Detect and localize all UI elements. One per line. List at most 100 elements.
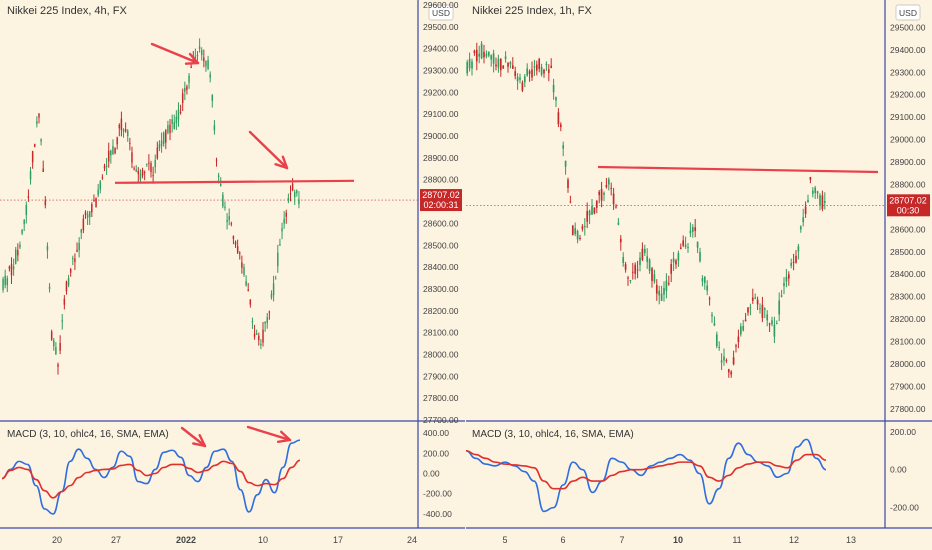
candle-body	[809, 176, 812, 180]
currency-badge[interactable]: USD	[428, 4, 454, 21]
candle-body	[653, 274, 656, 282]
price-tick-label: 29600.00	[423, 0, 459, 10]
candle-body	[63, 298, 66, 305]
candle-body	[490, 55, 493, 60]
candle-body	[742, 326, 745, 331]
chart-pane-4h: Nikkei 225 Index, 4h, FX USD MACD (3, 10…	[0, 0, 465, 545]
candle-body	[258, 335, 260, 341]
candle-body	[162, 132, 165, 144]
chart-title: Nikkei 225 Index, 1h, FX	[472, 5, 593, 17]
macd-tick-label: -200.00	[890, 503, 919, 513]
candle-body	[196, 55, 199, 57]
arrow-head	[184, 52, 200, 65]
currency-badge-label: USD	[899, 8, 917, 18]
price-tick-label: 28800.00	[423, 175, 459, 185]
candle-body	[154, 160, 156, 168]
macd-tick-label: -400.00	[423, 509, 452, 519]
annotations	[597, 165, 879, 174]
candle-body	[48, 286, 51, 289]
candle-body	[287, 197, 290, 201]
candle-body	[521, 82, 524, 91]
candle-body	[234, 241, 237, 245]
candle-body	[36, 121, 38, 124]
candle-body	[200, 50, 203, 55]
candle-body	[720, 360, 723, 363]
candle-body	[519, 77, 521, 80]
macd-indicator	[465, 438, 827, 513]
candle-body	[150, 163, 152, 173]
candle-body	[296, 190, 298, 194]
candle-body	[727, 369, 730, 373]
candle-body	[99, 181, 102, 190]
candle-body	[133, 168, 135, 170]
candle-body	[567, 179, 569, 189]
candle-body	[555, 97, 557, 101]
price-tick-label: 28200.00	[890, 314, 926, 324]
candle-body	[617, 222, 620, 225]
candle-body	[175, 116, 178, 124]
candle-body	[116, 137, 118, 145]
candle-body	[670, 263, 673, 274]
candle-body	[600, 188, 603, 201]
candle-body	[69, 268, 72, 273]
candle-body	[591, 206, 593, 215]
candle-body	[211, 95, 214, 101]
axis-ticks: 29600.00 29500.00 29400.00 29300.00 29200.00…	[52, 0, 459, 545]
candle-body	[44, 200, 47, 206]
candle-body	[691, 227, 694, 233]
last-price-value: 28707.02	[422, 190, 460, 200]
candle-body	[17, 250, 19, 256]
candle-body	[533, 66, 536, 68]
candle-body	[547, 69, 550, 74]
currency-badge[interactable]: USD	[895, 4, 921, 21]
candle-body	[107, 150, 110, 162]
candle-body	[194, 56, 197, 59]
candle-body	[651, 268, 653, 281]
candle-body	[27, 196, 30, 198]
candle-body	[675, 260, 677, 265]
time-tick-label: 12	[789, 535, 799, 545]
candle-body	[260, 343, 262, 345]
candle-body	[198, 46, 201, 49]
candle-body	[535, 64, 538, 71]
candle-body	[581, 226, 584, 229]
candle-body	[667, 283, 670, 285]
candle-body	[19, 244, 21, 248]
candle-body	[699, 251, 701, 262]
price-tick-label: 29100.00	[890, 112, 926, 122]
candle-body	[795, 255, 797, 263]
candle-body	[639, 257, 641, 265]
candle-body	[143, 172, 146, 174]
candle-body	[122, 129, 125, 132]
candle-body	[629, 280, 632, 282]
candle-body	[88, 211, 91, 218]
time-tick-label: 2022	[176, 535, 196, 545]
macd-line	[465, 438, 827, 513]
candle-body	[487, 51, 490, 56]
time-tick-label: 5	[502, 535, 507, 545]
time-tick-label: 11	[732, 535, 741, 545]
candle-body	[730, 371, 733, 375]
candle-body	[82, 218, 85, 231]
candle-body	[21, 229, 23, 234]
candle-body	[634, 264, 637, 274]
candle-body	[747, 307, 749, 313]
last-price-countdown: 00:30	[897, 205, 920, 215]
candle-body	[91, 204, 93, 213]
price-tick-label: 28000.00	[890, 359, 926, 369]
candle-body	[283, 218, 285, 224]
candle-body	[171, 119, 173, 124]
candle-body	[217, 175, 220, 178]
candle-body	[737, 336, 740, 343]
candle-body	[173, 122, 175, 130]
candlesticks	[466, 41, 826, 378]
candle-body	[483, 51, 485, 58]
candle-body	[222, 194, 224, 207]
candle-body	[160, 140, 163, 146]
arrow-head	[192, 434, 207, 448]
candle-body	[619, 238, 622, 243]
candle-body	[790, 262, 793, 266]
candle-body	[146, 163, 148, 165]
candle-body	[787, 274, 790, 279]
candle-body	[754, 297, 757, 299]
